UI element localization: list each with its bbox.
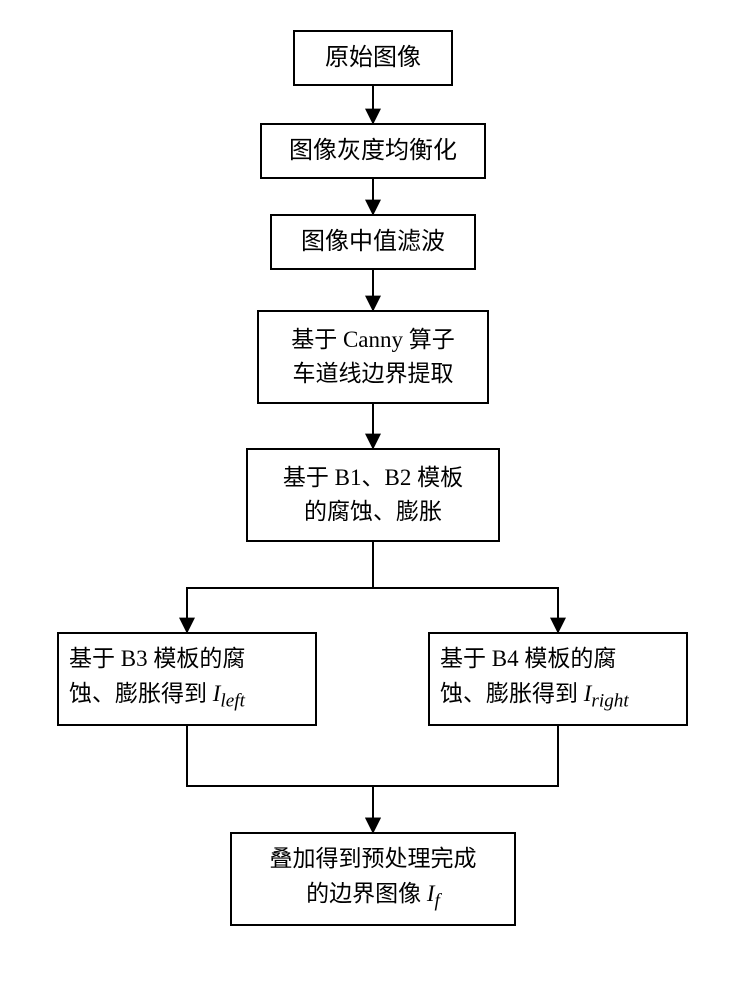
symbol-subscript: f bbox=[435, 890, 440, 911]
node-text-line: 基于 B1、B2 模板 bbox=[258, 461, 488, 496]
flowchart-canvas: 原始图像 图像灰度均衡化 图像中值滤波 基于 Canny 算子车道线边界提取 基… bbox=[0, 0, 746, 1000]
flow-edge bbox=[187, 542, 373, 632]
node-canny-edge: 基于 Canny 算子车道线边界提取 bbox=[257, 310, 489, 404]
node-gray-equalization: 图像灰度均衡化 bbox=[260, 123, 486, 179]
flow-edge bbox=[373, 726, 558, 832]
node-text-line: 基于 Canny 算子 bbox=[269, 323, 477, 358]
node-text-line: 的边界图像 If bbox=[242, 877, 504, 916]
flow-edge bbox=[373, 542, 558, 632]
node-text-line: 图像中值滤波 bbox=[282, 224, 464, 260]
symbol-italic: I bbox=[427, 881, 435, 906]
node-text-line: 蚀、膨胀得到 Iright bbox=[440, 677, 676, 716]
node-b1-b2-morph: 基于 B1、B2 模板的腐蚀、膨胀 bbox=[246, 448, 500, 542]
node-b4-right: 基于 B4 模板的腐蚀、膨胀得到 Iright bbox=[428, 632, 688, 726]
node-original-image: 原始图像 bbox=[293, 30, 453, 86]
node-text-line: 基于 B4 模板的腐 bbox=[440, 642, 676, 677]
node-text-line: 基于 B3 模板的腐 bbox=[69, 642, 305, 677]
node-text-line: 车道线边界提取 bbox=[269, 357, 477, 392]
node-text-line: 的腐蚀、膨胀 bbox=[258, 495, 488, 530]
node-median-filter: 图像中值滤波 bbox=[270, 214, 476, 270]
symbol-subscript: right bbox=[591, 690, 628, 711]
node-text-line: 叠加得到预处理完成 bbox=[242, 842, 504, 877]
node-text-line: 图像灰度均衡化 bbox=[272, 133, 474, 169]
symbol-subscript: left bbox=[220, 690, 244, 711]
node-b3-left: 基于 B3 模板的腐蚀、膨胀得到 Ileft bbox=[57, 632, 317, 726]
node-text-line: 原始图像 bbox=[305, 40, 441, 76]
node-final-overlay: 叠加得到预处理完成的边界图像 If bbox=[230, 832, 516, 926]
node-text-line: 蚀、膨胀得到 Ileft bbox=[69, 677, 305, 716]
flow-edge bbox=[187, 726, 373, 832]
